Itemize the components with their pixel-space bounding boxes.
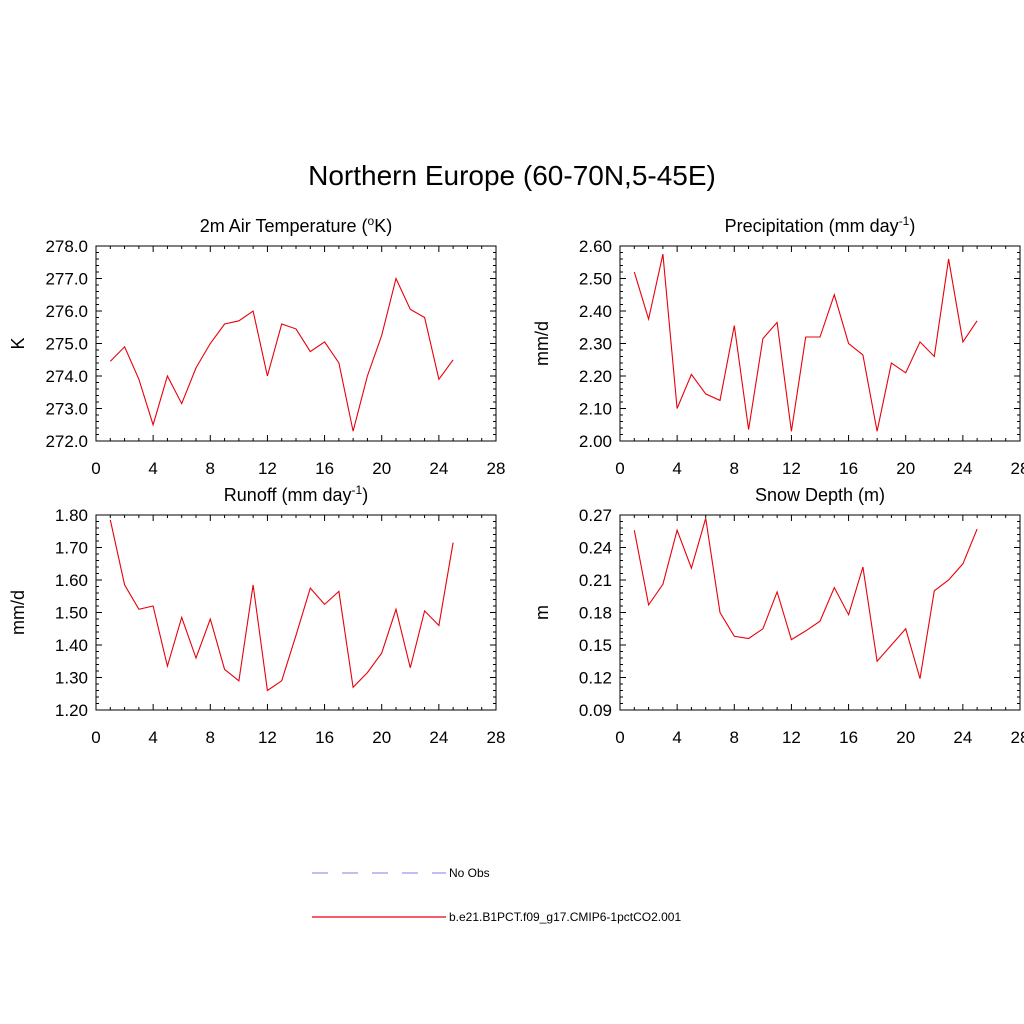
- panel-1-ylabel: K: [8, 337, 28, 349]
- panel-1-xtick-label: 12: [258, 459, 277, 478]
- panel-3-xtick-label: 20: [372, 728, 391, 747]
- panel-2-xtick-label: 8: [730, 459, 739, 478]
- panel-3-ytick-label: 1.60: [55, 571, 88, 590]
- panel-4-xtick-label: 12: [782, 728, 801, 747]
- panel-4-ytick-label: 0.24: [579, 539, 612, 558]
- panel-1-xtick-label: 24: [429, 459, 448, 478]
- panel-4-xtick-label: 24: [953, 728, 972, 747]
- panel-4-ytick-label: 0.15: [579, 636, 612, 655]
- panel-1-ytick-label: 274.0: [45, 367, 88, 386]
- panel-1-ytick-label: 273.0: [45, 400, 88, 419]
- panel-3-xtick-label: 28: [487, 728, 506, 747]
- panel-1-xtick-label: 8: [206, 459, 215, 478]
- panel-4-title: Snow Depth (m): [755, 485, 885, 505]
- panel-2-title: Precipitation (mm day-1): [725, 214, 916, 236]
- panel-1-frame: [95, 245, 497, 442]
- panel-4-ytick-label: 0.12: [579, 669, 612, 688]
- panel-3-xtick-label: 4: [148, 728, 157, 747]
- panel-2-ytick-label: 2.00: [579, 432, 612, 451]
- panel-2-ytick-label: 2.10: [579, 400, 612, 419]
- main-title: Northern Europe (60-70N,5-45E): [308, 160, 716, 191]
- panel-2-frame: [619, 245, 1021, 442]
- panel-1-xtick-label: 20: [372, 459, 391, 478]
- legend-label-1: No Obs: [449, 866, 490, 880]
- panel-4-xtick-label: 4: [672, 728, 681, 747]
- panel-1-ytick-label: 275.0: [45, 335, 88, 354]
- panel-3-ytick-label: 1.30: [55, 669, 88, 688]
- panel-2-xtick-label: 20: [896, 459, 915, 478]
- panel-4-ytick-label: 0.18: [579, 604, 612, 623]
- panel-1-xtick-label: 16: [315, 459, 334, 478]
- panel-4-ytick-label: 0.27: [579, 506, 612, 525]
- panel-4-xtick-label: 0: [615, 728, 624, 747]
- panel-2-ytick-label: 2.30: [579, 335, 612, 354]
- panel-1-title: 2m Air Temperature (oK): [200, 214, 392, 236]
- panel-2-xtick-label: 16: [839, 459, 858, 478]
- panel-2-series-line: [633, 253, 978, 432]
- panel-2-ytick-label: 2.60: [579, 237, 612, 256]
- panel-4-series-line: [633, 518, 978, 679]
- panel-3-ytick-label: 1.70: [55, 539, 88, 558]
- panel-2-xtick-label: 28: [1011, 459, 1024, 478]
- panel-3-ylabel: mm/d: [8, 590, 28, 635]
- panel-3-xtick-label: 8: [206, 728, 215, 747]
- panel-1-series-line: [109, 276, 454, 432]
- panel-2-xtick-label: 12: [782, 459, 801, 478]
- panel-4-ytick-label: 0.21: [579, 571, 612, 590]
- panel-2-ytick-label: 2.40: [579, 302, 612, 321]
- panel-3-frame: [95, 514, 497, 711]
- panel-4-ylabel: m: [532, 605, 552, 620]
- panel-3-series-line: [109, 519, 454, 692]
- panel-4-ytick-label: 0.09: [579, 701, 612, 720]
- panel-1-xtick-label: 4: [148, 459, 157, 478]
- panel-2-xtick-label: 0: [615, 459, 624, 478]
- panel-3-ytick-label: 1.80: [55, 506, 88, 525]
- panel-3-xtick-label: 24: [429, 728, 448, 747]
- panel-2-xtick-label: 24: [953, 459, 972, 478]
- panel-2-ytick-label: 2.20: [579, 367, 612, 386]
- panel-4-xtick-label: 28: [1011, 728, 1024, 747]
- panel-1-xtick-label: 28: [487, 459, 506, 478]
- panel-1-ytick-label: 278.0: [45, 237, 88, 256]
- panel-2-ytick-label: 2.50: [579, 270, 612, 289]
- legend-label-2: b.e21.B1PCT.f09_g17.CMIP6-1pctCO2.001: [449, 910, 681, 924]
- panel-2-ylabel: mm/d: [532, 321, 552, 366]
- panel-3-ytick-label: 1.20: [55, 701, 88, 720]
- panel-3-title: Runoff (mm day-1): [224, 483, 368, 505]
- panel-2-xtick-label: 4: [672, 459, 681, 478]
- panel-4-xtick-label: 16: [839, 728, 858, 747]
- panel-4-xtick-label: 20: [896, 728, 915, 747]
- panel-4-xtick-label: 8: [730, 728, 739, 747]
- panel-1-xtick-label: 0: [91, 459, 100, 478]
- panel-1-ytick-label: 276.0: [45, 302, 88, 321]
- panel-1-ytick-label: 272.0: [45, 432, 88, 451]
- panel-3-xtick-label: 0: [91, 728, 100, 747]
- panel-4-frame: [619, 514, 1021, 711]
- panel-3-xtick-label: 16: [315, 728, 334, 747]
- panel-3-ytick-label: 1.50: [55, 604, 88, 623]
- panel-3-ytick-label: 1.40: [55, 636, 88, 655]
- panel-3-xtick-label: 12: [258, 728, 277, 747]
- panel-1-ytick-label: 277.0: [45, 270, 88, 289]
